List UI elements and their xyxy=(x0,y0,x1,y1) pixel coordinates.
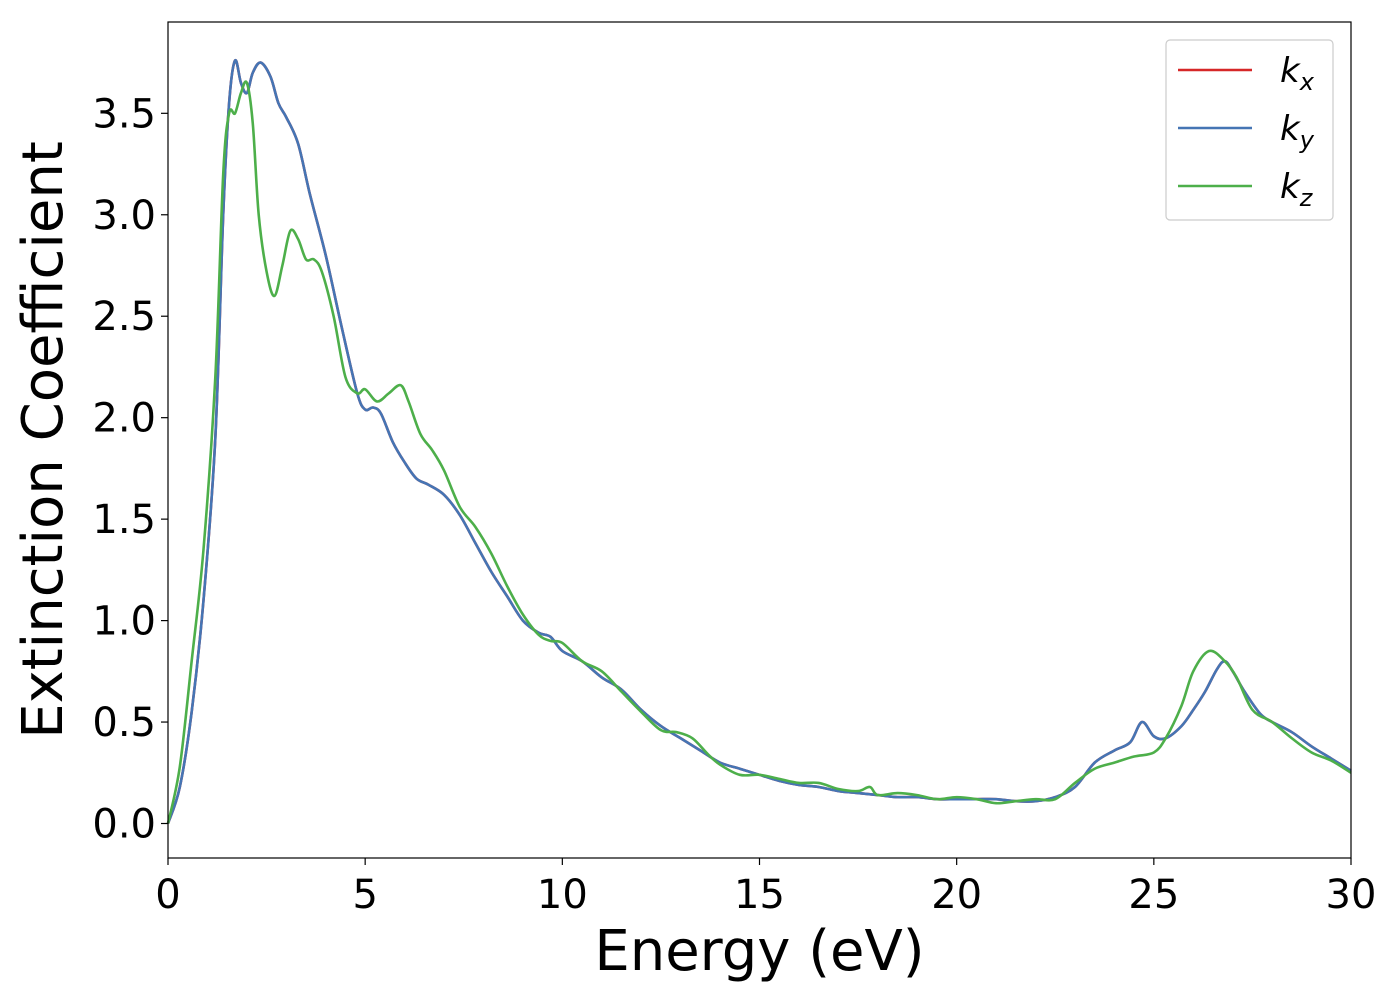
y-tick-label: 0.0 xyxy=(92,802,156,848)
legend-label-main: k xyxy=(1280,167,1301,207)
legend-label-main: k xyxy=(1280,109,1301,149)
x-tick-label: 25 xyxy=(1128,872,1179,918)
x-axis: 0 5 10 15 20 25 30 xyxy=(155,858,1376,918)
legend-label-subscript: y xyxy=(1299,126,1315,154)
legend-label-subscript: z xyxy=(1299,184,1314,212)
y-axis: 0.0 0.5 1.0 1.5 2.0 2.5 3.0 3.5 xyxy=(92,91,168,848)
y-tick-label: 1.5 xyxy=(92,497,156,543)
x-tick-label: 0 xyxy=(155,872,180,918)
series-line-ky xyxy=(166,59,1352,824)
x-tick-label: 5 xyxy=(352,872,377,918)
legend-label-kz: kz xyxy=(1280,167,1314,212)
x-tick-label: 30 xyxy=(1326,872,1377,918)
x-axis-label: Energy (eV) xyxy=(594,919,924,984)
legend-label-kx: kx xyxy=(1280,51,1315,96)
y-tick-label: 3.0 xyxy=(92,193,156,239)
legend-label-ky: ky xyxy=(1280,109,1315,154)
y-tick-label: 1.0 xyxy=(92,599,156,645)
x-tick-label: 15 xyxy=(734,872,785,918)
x-tick-label: 20 xyxy=(931,872,982,918)
legend-label-subscript: x xyxy=(1299,68,1315,96)
y-tick-label: 2.0 xyxy=(92,396,156,442)
y-tick-label: 0.5 xyxy=(92,700,156,746)
legend-frame xyxy=(1165,39,1334,221)
plot-background xyxy=(168,22,1351,858)
y-tick-label: 2.5 xyxy=(92,294,156,340)
series-line-kz xyxy=(166,80,1352,824)
y-tick-label: 3.5 xyxy=(92,91,156,137)
y-axis-label: Extinction Coefficient xyxy=(11,141,76,739)
series-layer xyxy=(166,59,1352,824)
x-tick-label: 10 xyxy=(537,872,588,918)
legend-label-main: k xyxy=(1280,51,1301,91)
